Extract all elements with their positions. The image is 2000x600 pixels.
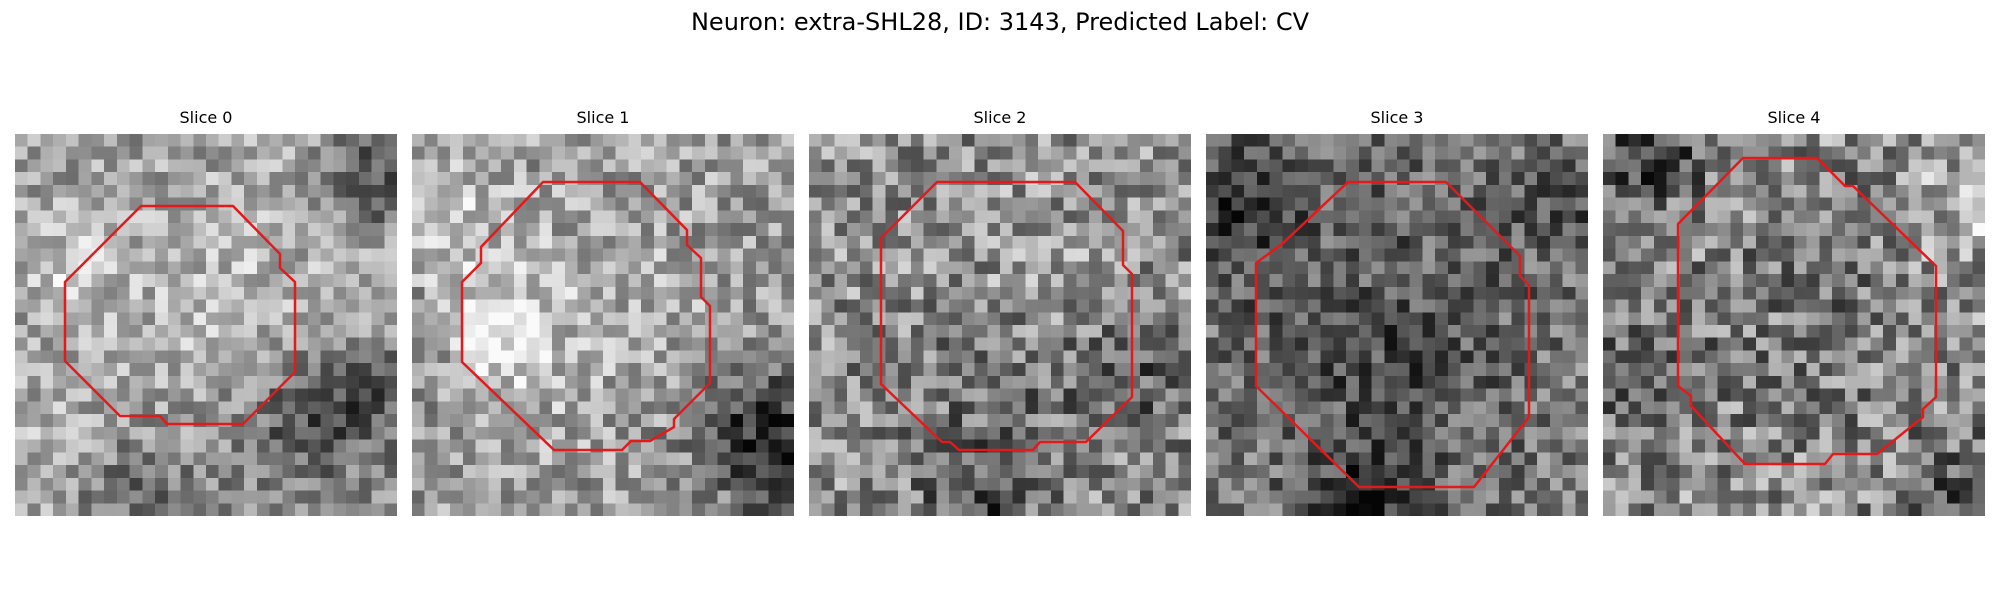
slice-image-0 (15, 134, 397, 516)
slice-panel-2: Slice 2 (809, 108, 1191, 516)
slice-title-3: Slice 3 (1370, 108, 1424, 127)
slice-panel-3: Slice 3 (1206, 108, 1588, 516)
slice-panel-1: Slice 1 (412, 108, 794, 516)
slice-panel-0: Slice 0 (15, 108, 397, 516)
figure-title: Neuron: extra-SHL28, ID: 3143, Predicted… (690, 8, 1310, 36)
roi-contour-0 (63, 204, 297, 426)
slice-title-1: Slice 1 (576, 108, 630, 127)
slice-image-1 (412, 134, 794, 516)
slice-title-4: Slice 4 (1767, 108, 1821, 127)
roi-contour-2 (879, 180, 1134, 452)
slice-image-4 (1603, 134, 1985, 516)
roi-contour-1 (460, 180, 712, 452)
slice-title-0: Slice 0 (179, 108, 233, 127)
roi-contour-3 (1254, 180, 1531, 489)
slice-image-3 (1206, 134, 1588, 516)
roi-contour-4 (1676, 156, 1938, 466)
slice-panel-4: Slice 4 (1603, 108, 1985, 516)
slice-title-2: Slice 2 (973, 108, 1027, 127)
slice-image-2 (809, 134, 1191, 516)
